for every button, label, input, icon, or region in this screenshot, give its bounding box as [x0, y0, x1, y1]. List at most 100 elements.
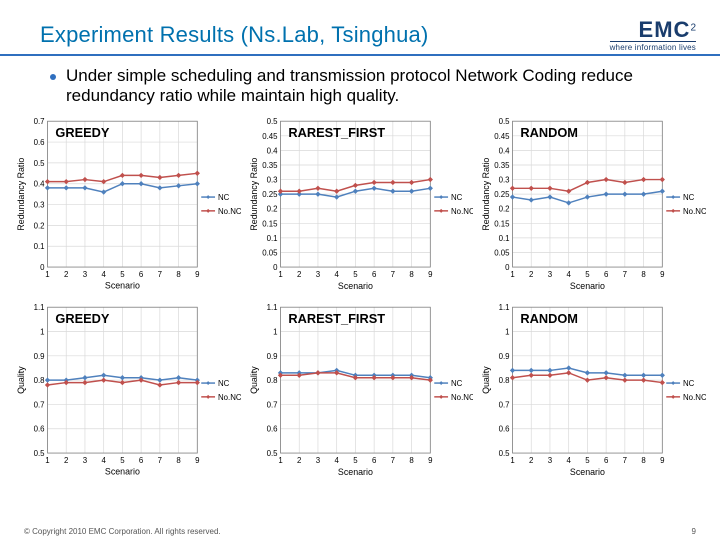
svg-text:1: 1	[278, 456, 282, 465]
svg-text:6: 6	[604, 270, 609, 279]
logo-superscript: 2	[690, 23, 696, 34]
svg-text:Redundancy Ratio: Redundancy Ratio	[249, 157, 259, 230]
svg-text:0.6: 0.6	[34, 138, 46, 147]
svg-text:7: 7	[158, 456, 162, 465]
charts-grid: 00.10.20.30.40.50.60.7123456789NCNo.NCGR…	[0, 111, 720, 481]
svg-text:No.NC: No.NC	[451, 207, 474, 216]
svg-text:9: 9	[660, 270, 664, 279]
svg-text:0.25: 0.25	[262, 190, 278, 199]
svg-text:0.5: 0.5	[266, 449, 278, 458]
chart-greedy-quality: 0.50.60.70.80.911.1123456789NCNo.NCGREED…	[14, 299, 241, 481]
svg-text:5: 5	[353, 456, 358, 465]
svg-text:8: 8	[176, 270, 181, 279]
svg-text:0.9: 0.9	[499, 352, 510, 361]
svg-text:9: 9	[660, 456, 664, 465]
svg-text:8: 8	[176, 456, 181, 465]
slide-title: Experiment Results (Ns.Lab, Tsinghua)	[40, 22, 429, 54]
svg-text:0.15: 0.15	[262, 219, 278, 228]
svg-text:0.35: 0.35	[495, 161, 511, 170]
svg-text:7: 7	[623, 456, 627, 465]
svg-text:8: 8	[409, 456, 414, 465]
svg-text:GREEDY: GREEDY	[55, 311, 110, 326]
svg-text:0.4: 0.4	[266, 146, 278, 155]
svg-text:8: 8	[409, 270, 414, 279]
svg-text:0.2: 0.2	[499, 204, 510, 213]
svg-text:6: 6	[139, 456, 144, 465]
svg-text:5: 5	[120, 270, 125, 279]
svg-text:0.4: 0.4	[34, 179, 46, 188]
svg-text:2: 2	[297, 456, 301, 465]
svg-text:Quality: Quality	[249, 366, 259, 394]
svg-text:0.5: 0.5	[266, 117, 278, 126]
svg-text:0.1: 0.1	[266, 234, 277, 243]
svg-text:0.05: 0.05	[495, 248, 511, 257]
svg-text:0.8: 0.8	[266, 376, 278, 385]
svg-text:0.5: 0.5	[499, 449, 511, 458]
svg-text:3: 3	[315, 270, 320, 279]
svg-text:0.3: 0.3	[266, 175, 278, 184]
svg-text:Scenario: Scenario	[338, 281, 373, 291]
svg-text:NC: NC	[451, 193, 463, 202]
svg-text:No.NC: No.NC	[218, 393, 241, 402]
svg-text:0.2: 0.2	[266, 204, 277, 213]
svg-text:0.4: 0.4	[499, 146, 511, 155]
svg-text:9: 9	[428, 270, 432, 279]
svg-text:2: 2	[529, 456, 533, 465]
svg-text:No.NC: No.NC	[683, 393, 706, 402]
svg-text:9: 9	[428, 456, 432, 465]
svg-text:Scenario: Scenario	[570, 281, 605, 291]
chart-random-quality: 0.50.60.70.80.911.1123456789NCNo.NCRANDO…	[479, 299, 706, 481]
bullet-text: Under simple scheduling and transmission…	[66, 66, 690, 107]
svg-text:0.7: 0.7	[499, 400, 510, 409]
svg-text:0.35: 0.35	[262, 161, 278, 170]
svg-text:2: 2	[64, 456, 68, 465]
svg-text:RAREST_FIRST: RAREST_FIRST	[288, 125, 385, 140]
svg-text:0.9: 0.9	[266, 352, 277, 361]
svg-text:0.1: 0.1	[34, 242, 45, 251]
bullet-item: Under simple scheduling and transmission…	[50, 66, 690, 107]
svg-text:9: 9	[195, 270, 199, 279]
svg-text:Quality: Quality	[16, 366, 26, 394]
svg-text:1.1: 1.1	[266, 303, 277, 312]
svg-text:No.NC: No.NC	[683, 207, 706, 216]
svg-text:0.8: 0.8	[34, 376, 46, 385]
svg-text:Redundancy Ratio: Redundancy Ratio	[481, 157, 491, 230]
svg-text:RAREST_FIRST: RAREST_FIRST	[288, 311, 385, 326]
svg-text:GREEDY: GREEDY	[55, 125, 110, 140]
svg-text:1: 1	[45, 270, 49, 279]
svg-text:0.3: 0.3	[34, 200, 46, 209]
svg-text:5: 5	[353, 270, 358, 279]
logo-tagline: where information lives	[610, 41, 696, 52]
svg-text:Scenario: Scenario	[338, 467, 373, 477]
svg-text:7: 7	[158, 270, 162, 279]
svg-text:1: 1	[511, 270, 515, 279]
svg-text:0.1: 0.1	[499, 234, 510, 243]
svg-text:0.8: 0.8	[499, 376, 511, 385]
svg-text:1: 1	[278, 270, 282, 279]
svg-text:RANDOM: RANDOM	[521, 311, 579, 326]
svg-text:6: 6	[372, 456, 377, 465]
page-number: 9	[692, 527, 696, 536]
svg-text:0.5: 0.5	[499, 117, 511, 126]
chart-random-redundancy: 00.050.10.150.20.250.30.350.40.450.51234…	[479, 113, 706, 295]
svg-text:NC: NC	[218, 193, 230, 202]
svg-text:4: 4	[334, 270, 339, 279]
svg-text:0.45: 0.45	[262, 132, 278, 141]
svg-text:Quality: Quality	[481, 366, 491, 394]
svg-text:6: 6	[604, 456, 609, 465]
svg-text:3: 3	[83, 270, 88, 279]
svg-text:RANDOM: RANDOM	[521, 125, 579, 140]
svg-text:7: 7	[390, 270, 394, 279]
svg-text:0.6: 0.6	[266, 425, 278, 434]
svg-text:1: 1	[45, 456, 49, 465]
chart-rarest-quality: 0.50.60.70.80.911.1123456789NCNo.NCRARES…	[247, 299, 474, 481]
svg-text:4: 4	[334, 456, 339, 465]
svg-text:0.45: 0.45	[495, 132, 511, 141]
svg-text:0.3: 0.3	[499, 175, 511, 184]
svg-text:Scenario: Scenario	[570, 467, 605, 477]
svg-text:3: 3	[548, 456, 553, 465]
svg-text:0.6: 0.6	[34, 424, 46, 433]
svg-text:NC: NC	[451, 379, 463, 388]
svg-text:3: 3	[315, 456, 320, 465]
svg-text:NC: NC	[218, 379, 230, 388]
